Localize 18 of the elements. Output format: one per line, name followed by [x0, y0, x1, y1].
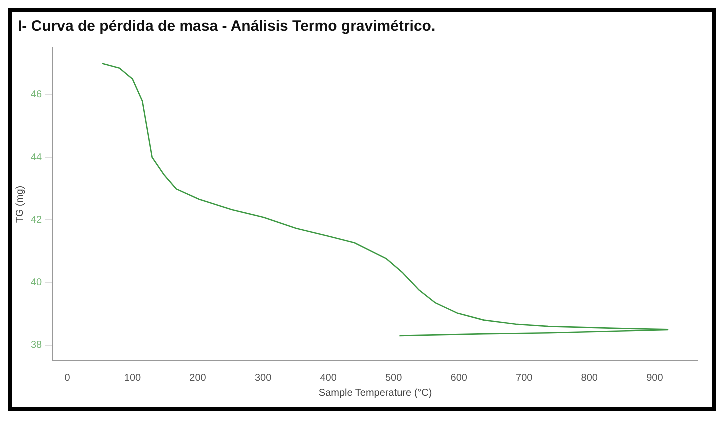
y-tick-label: 42 [31, 214, 43, 226]
x-tick-label: 0 [64, 372, 71, 384]
y-tick-label: 44 [31, 152, 43, 164]
x-tick-label: 900 [646, 372, 664, 384]
x-tick-label: 800 [581, 372, 598, 384]
x-tick-label: 700 [516, 372, 534, 384]
y-tick-label: 46 [31, 90, 43, 101]
x-tick-label: 100 [124, 372, 142, 384]
y-tick-label: 40 [31, 278, 43, 288]
x-tick-label: 400 [320, 372, 338, 384]
x-tick-label: 300 [254, 372, 272, 384]
y-axis-title: TG (mg) [14, 186, 26, 224]
chart-title: I- Curva de pérdida de masa - Análisis Termo gravimétrico. [17, 17, 437, 37]
x-tick-label: 200 [190, 372, 207, 384]
x-axis-title: Sample Temperature (°C) [318, 388, 432, 399]
x-tick-label: 500 [385, 372, 403, 384]
x-tick-label: 600 [450, 372, 468, 384]
y-tick-label: 38 [31, 340, 43, 352]
